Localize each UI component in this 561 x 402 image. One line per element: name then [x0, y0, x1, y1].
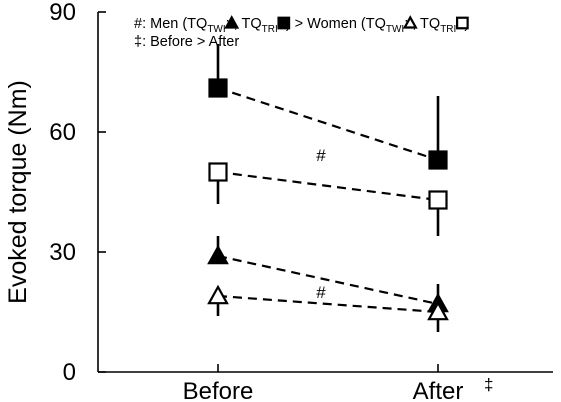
series-lines: [217, 86, 439, 314]
annotation-triangles: #: [316, 283, 326, 302]
series-line-filled-triangle: [217, 254, 439, 306]
legend-line-2: ‡: Before > After: [134, 34, 239, 50]
legend-twi-sub-women: TWI: [386, 24, 404, 35]
marker-filled-triangle: [224, 15, 240, 29]
legend-tri-sub-women: TRI: [440, 24, 456, 35]
marker-filled-square: [428, 150, 448, 170]
error-bars: [216, 44, 440, 332]
marker-open-triangle: [427, 300, 449, 321]
y-ticks: 0 30 60 90: [49, 0, 106, 386]
marker-filled-triangle: [207, 244, 229, 265]
x-tick-label: Before: [183, 378, 254, 402]
marker-filled-square: [277, 16, 291, 30]
y-tick-label: 30: [49, 239, 76, 266]
annotation-squares: #: [316, 146, 326, 165]
y-tick-label: 90: [49, 0, 76, 26]
legend-prefix: #: Men (TQ: [134, 16, 207, 32]
y-tick-label: 0: [63, 359, 76, 386]
legend-twi-sub-men: TWI: [207, 24, 225, 35]
x-tick-label: After: [413, 378, 464, 402]
marker-open-square: [428, 190, 448, 210]
annotations: ##: [316, 146, 326, 302]
x-tick-annotation: ‡: [484, 375, 493, 394]
legend-tri-sub-men: TRI: [262, 24, 278, 35]
y-tick-label: 60: [49, 119, 76, 146]
y-axis-label: Evoked torque (Nm): [4, 80, 32, 304]
legend-line-1: #: Men (TQTWI: , TQTRI: ) > Women (TQTWI…: [134, 16, 469, 35]
legend-markers: [224, 15, 469, 30]
legend: #: Men (TQTWI: , TQTRI: ) > Women (TQTWI…: [134, 15, 469, 50]
marker-open-square: [208, 162, 228, 182]
marker-open-square: [455, 16, 469, 30]
marker-filled-square: [208, 78, 228, 98]
series-line-filled-square: [217, 86, 439, 162]
x-ticks: Before After ‡: [183, 364, 493, 402]
series-markers: [207, 78, 449, 321]
series-line-open-square: [217, 170, 439, 202]
series-line-open-triangle: [217, 294, 439, 314]
marker-open-triangle: [402, 15, 418, 29]
marker-open-triangle: [207, 284, 229, 305]
